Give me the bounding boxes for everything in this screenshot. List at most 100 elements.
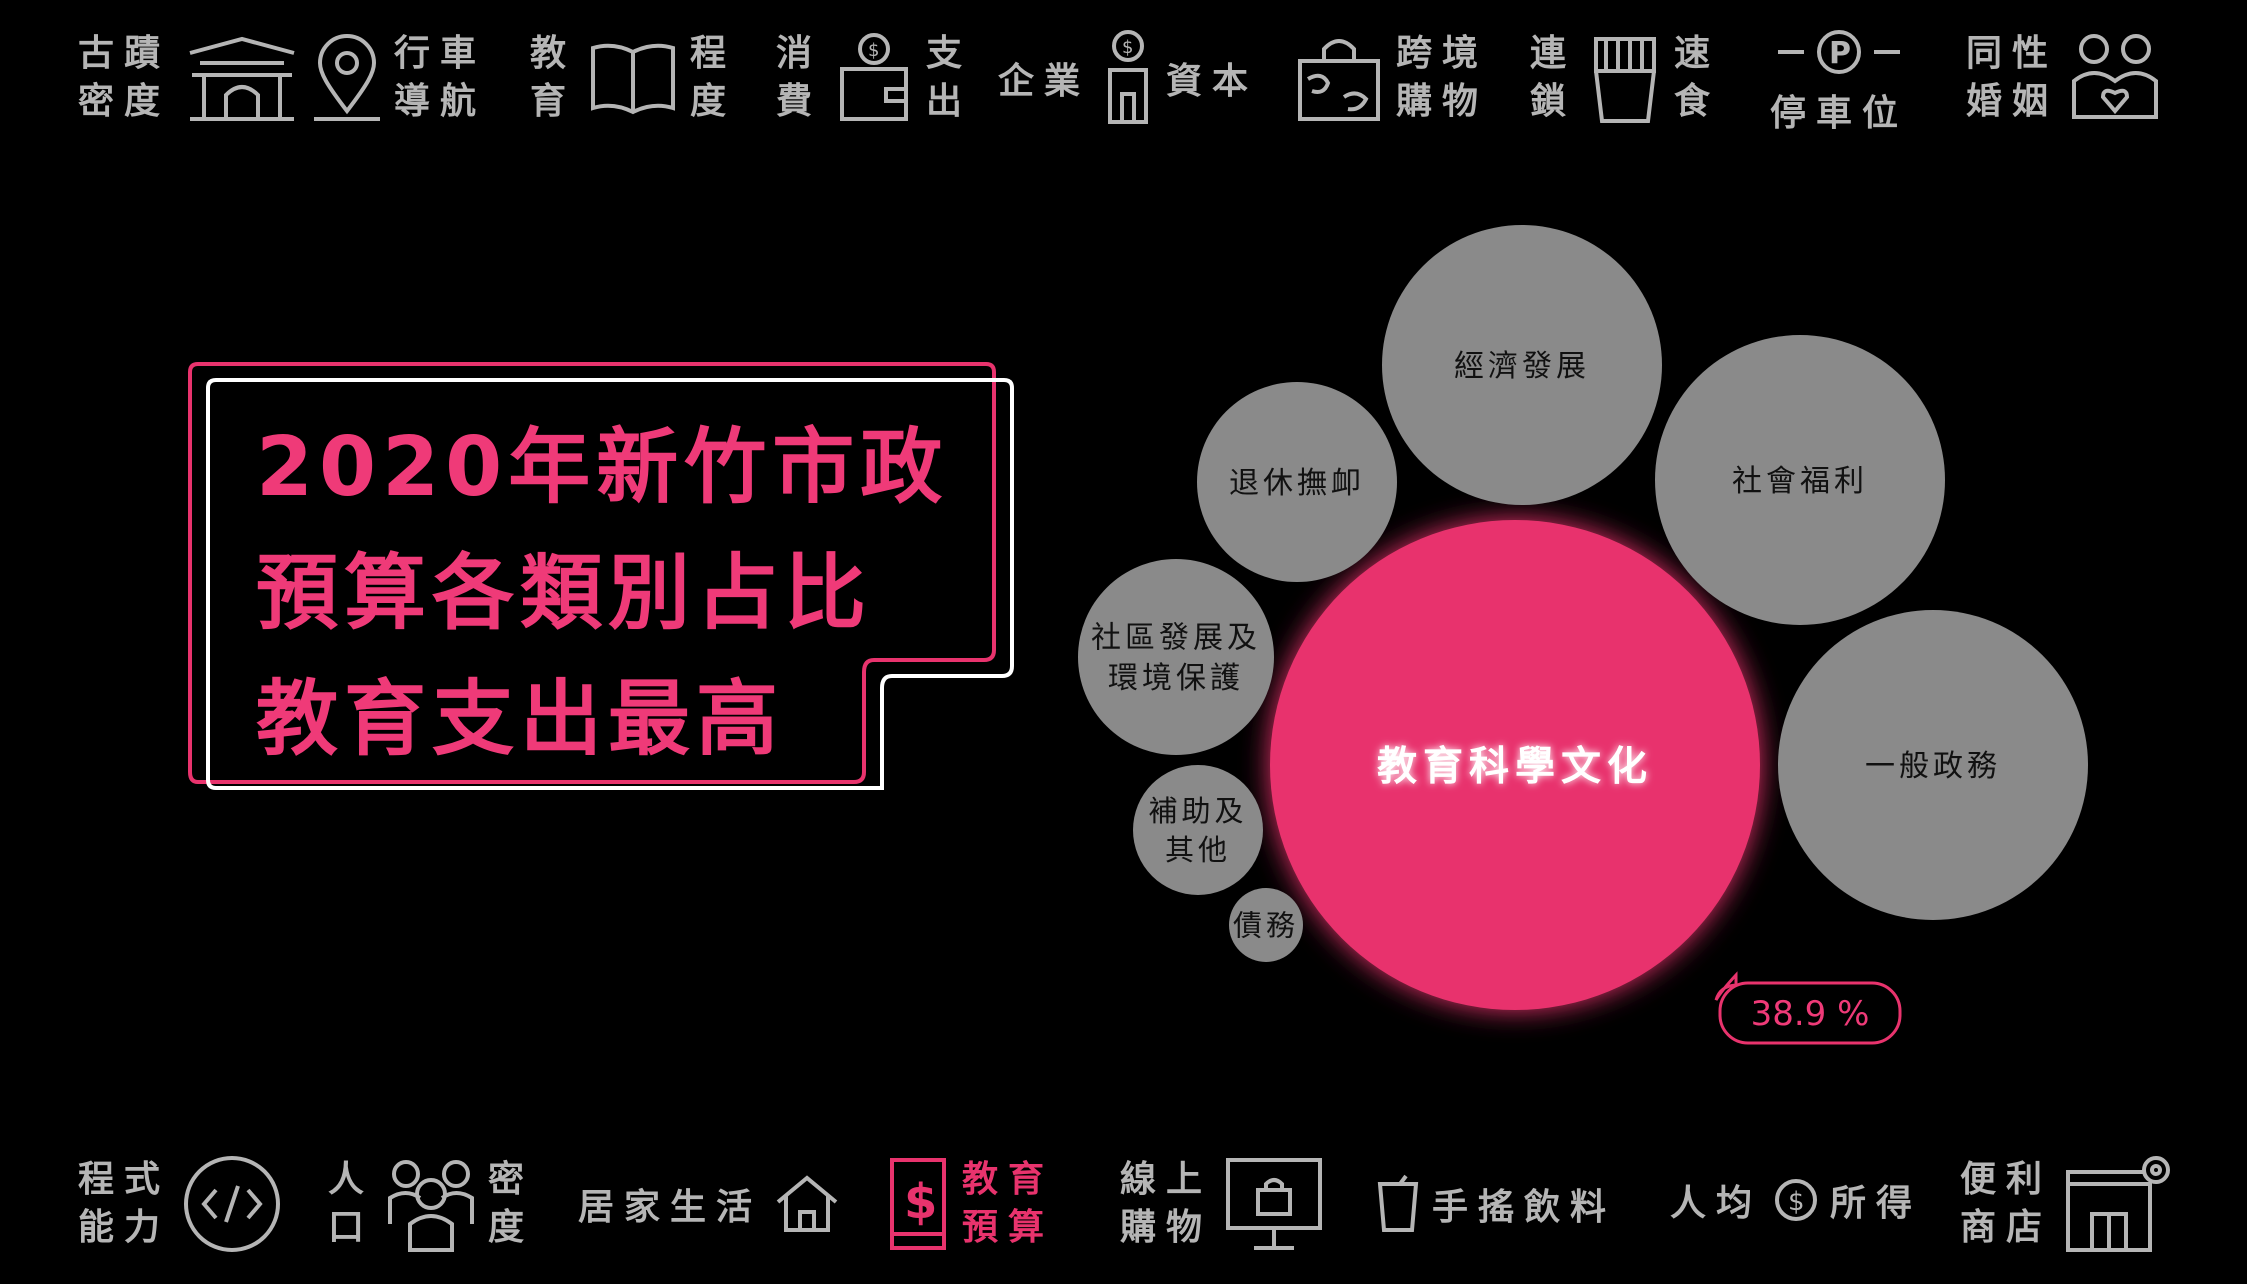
nav-item-population[interactable]: 人口 密度 <box>328 1154 534 1254</box>
nav-label-line2: 商店 <box>1960 1207 2053 1248</box>
nav-label-line2: 購物 <box>1396 81 1489 122</box>
bubble-label-6: 其他 <box>1165 833 1231 867</box>
bubble-3 <box>1382 225 1662 505</box>
nav-item-driving[interactable]: 行車 導航 <box>312 30 486 126</box>
bubble-1 <box>1778 610 2088 920</box>
bubble-label-2: 社會福利 <box>1732 464 1868 499</box>
city-gate-icon <box>189 36 295 121</box>
building-dollar-icon: $ <box>1108 30 1149 124</box>
nav-item-drinks[interactable]: 手搖飲料 <box>1376 1174 1616 1234</box>
open-book-icon <box>591 43 676 115</box>
nav-label-line1: 便利 <box>1960 1159 2053 1200</box>
nav-label-post1: 程 <box>690 33 737 74</box>
nav-label-line1: 跨境 <box>1396 33 1489 74</box>
monitor-bag-icon <box>1226 1158 1323 1250</box>
bubble-7 <box>1229 888 1303 962</box>
cup-icon <box>1377 1174 1419 1232</box>
bubble-label-5: 環境保護 <box>1108 661 1244 696</box>
nav-label-line2: 導航 <box>394 81 487 122</box>
house-icon <box>776 1175 838 1232</box>
svg-text:$: $ <box>904 1174 937 1230</box>
nav-label-line1: 線上 <box>1120 1159 1213 1200</box>
top-navigation: 古蹟 密度 行車導航 教育 程度 消費 $ 支出 企業 $ 資本 跨境購物 連鎖 … <box>0 0 2247 150</box>
nav-label-post: 所得 <box>1830 1183 1923 1224</box>
nav-label-post1: 密 <box>488 1159 535 1200</box>
location-pin-icon <box>314 34 380 121</box>
value-callout: 38.9 % <box>1714 971 1902 1045</box>
nav-label-line2: 能力 <box>78 1207 171 1248</box>
nav-item-edu-level[interactable]: 教育 程度 <box>530 30 736 126</box>
nav-label-pre2: 口 <box>328 1207 375 1248</box>
svg-text:$: $ <box>868 40 879 61</box>
nav-label: 居家生活 <box>578 1187 763 1228</box>
nav-item-edu-budget[interactable]: $ 教育預算 <box>886 1154 1054 1254</box>
nav-label-line1: 教育 <box>962 1159 1055 1200</box>
nav-label-pre1: 消 <box>776 33 823 74</box>
bubble-2 <box>1655 335 1945 625</box>
nav-item-coding[interactable]: 程式 能力 <box>78 1154 282 1254</box>
bubble-label-6: 補助及 <box>1148 794 1247 828</box>
dollar-circle-icon: $ <box>1775 1179 1818 1221</box>
dollar-book-icon: $ <box>890 1158 946 1250</box>
headline-frame <box>188 362 1014 790</box>
nav-label-post1: 支 <box>926 33 973 74</box>
nav-item-consume[interactable]: 消費 $ 支出 <box>776 30 972 126</box>
bubble-0 <box>1270 520 1760 1010</box>
svg-text:P: P <box>1829 36 1851 71</box>
nav-label-post1: 速 <box>1674 33 1721 74</box>
svg-text:$: $ <box>1122 37 1133 58</box>
nav-label-line2: 婚姻 <box>1966 81 2059 122</box>
nav-item-heritage[interactable]: 古蹟 密度 <box>78 30 302 126</box>
nav-item-parking[interactable]: P 停車位 <box>1770 30 1908 136</box>
headline-line-2: 預算各類別占比 <box>256 546 873 641</box>
nav-item-fastfood[interactable]: 連鎖 速食 <box>1530 30 1720 126</box>
nav-item-capital[interactable]: 企業 $ 資本 <box>998 30 1258 125</box>
headline-line-1: 2020年新竹市政 <box>256 420 949 515</box>
nav-item-crossborder[interactable]: 跨境 購物 <box>1294 30 1488 126</box>
nav-label-pre1: 教 <box>530 33 577 74</box>
nav-label-post: 資本 <box>1166 60 1259 102</box>
nav-label-line1: 同性 <box>1966 33 2059 74</box>
bottom-navigation: 程式能力 人口 密度 居家生活 $ 教育預算 線上購物 手搖飲料 人均 $ 所得… <box>0 1134 2247 1284</box>
bubble-6 <box>1133 765 1263 895</box>
code-icon <box>184 1156 281 1252</box>
wallet-icon: $ <box>840 32 909 121</box>
nav-label-pre: 人均 <box>1670 1183 1763 1224</box>
bubble-4 <box>1197 382 1397 582</box>
callout-value: 38.9 % <box>1751 994 1870 1034</box>
parking-icon: P <box>1778 30 1900 74</box>
nav-item-marriage[interactable]: 同性 婚姻 <box>1966 30 2160 126</box>
store-icon <box>2066 1156 2171 1252</box>
nav-label-post2: 出 <box>926 81 973 122</box>
fries-icon <box>1594 36 1657 123</box>
nav-label-pre1: 連 <box>1530 33 1577 74</box>
bubble-label-7: 債務 <box>1233 908 1299 942</box>
nav-label-line2: 購物 <box>1120 1207 1213 1248</box>
bubble-label-0: 教育科學文化 <box>1377 743 1653 789</box>
headline-line-3: 教育支出最高 <box>256 672 785 767</box>
nav-item-income[interactable]: 人均 $ 所得 <box>1670 1174 1922 1226</box>
nav-label-line2: 預算 <box>962 1207 1055 1248</box>
nav-label-line1: 程式 <box>78 1159 171 1200</box>
nav-label: 停車位 <box>1770 93 1909 134</box>
nav-label-line1: 古蹟 <box>78 33 171 74</box>
bubble-label-5: 社區發展及 <box>1091 621 1261 656</box>
nav-label-line1: 行車 <box>394 33 487 74</box>
nav-item-online[interactable]: 線上 購物 <box>1120 1154 1324 1254</box>
nav-label: 手搖飲料 <box>1432 1187 1617 1228</box>
nav-label-pre1: 人 <box>328 1159 375 1200</box>
nav-item-home[interactable]: 居家生活 <box>578 1174 840 1234</box>
nav-label-pre2: 費 <box>776 81 823 122</box>
headline-box: 2020年新竹市政 預算各類別占比 教育支出最高 <box>186 360 1016 790</box>
nav-label-post2: 度 <box>690 81 737 122</box>
nav-label-pre: 企業 <box>998 60 1091 102</box>
nav-item-store[interactable]: 便利 商店 <box>1960 1154 2174 1254</box>
nav-label-post2: 食 <box>1674 81 1721 122</box>
svg-text:$: $ <box>1788 1187 1805 1217</box>
nav-label-pre2: 鎖 <box>1530 81 1577 122</box>
world-bag-icon <box>1298 38 1380 121</box>
nav-label-post2: 度 <box>488 1207 535 1248</box>
bubble-label-1: 一般政務 <box>1865 749 2001 784</box>
bubble-label-4: 退休撫卹 <box>1229 466 1365 501</box>
